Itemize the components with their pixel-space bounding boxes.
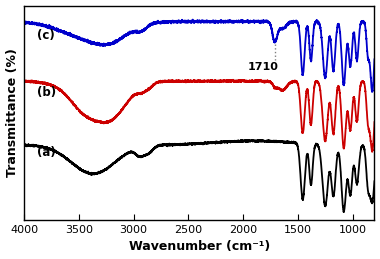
Text: (c): (c) xyxy=(37,29,55,42)
Y-axis label: Transmittance (%): Transmittance (%) xyxy=(6,48,19,177)
X-axis label: Wavenumber (cm⁻¹): Wavenumber (cm⁻¹) xyxy=(129,240,270,254)
Text: (a): (a) xyxy=(37,146,56,159)
Text: (b): (b) xyxy=(37,86,56,99)
Text: 1710: 1710 xyxy=(247,62,278,72)
